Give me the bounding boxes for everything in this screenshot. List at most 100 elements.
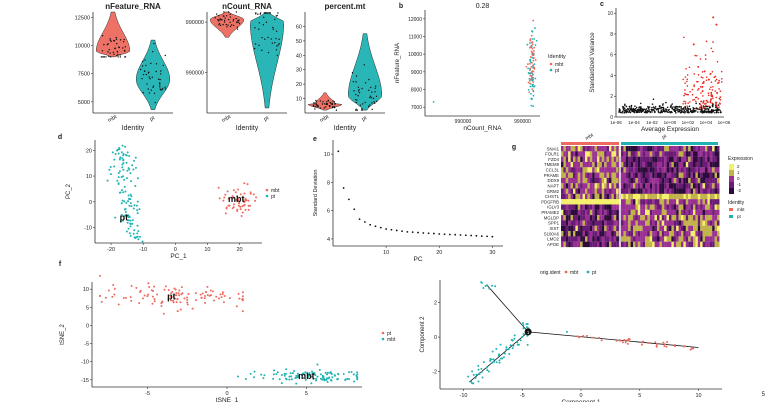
elbow-point-28: [486, 235, 488, 238]
heatmap-cell: [657, 183, 660, 189]
trajectory-point-mbt-6: [662, 341, 665, 344]
heatmap-cell: [669, 156, 672, 163]
heatmap-cell: [609, 156, 612, 163]
heatmap-cell: [702, 156, 706, 163]
tsne-point-mbt-75: [201, 292, 204, 295]
tsne-point-mbt-10: [220, 296, 223, 299]
violin-nfeature-dot-mbt-15: [119, 54, 121, 56]
heatmap-cell: [637, 199, 641, 205]
heatmap-cell: [709, 161, 713, 168]
heatmap-cell: [676, 209, 679, 216]
heatmap-cell: [657, 193, 660, 200]
violin-mt-xtick-label-mbt: mbt: [319, 114, 330, 124]
scatter-variable-point-328: [681, 111, 683, 113]
heatmap-cell: [714, 172, 718, 178]
violin-ncount-dot-mbt-2: [224, 17, 226, 19]
trajectory-point-pt-37: [467, 375, 470, 378]
heatmap-cell: [654, 231, 658, 237]
heatmap-cell: [717, 156, 720, 163]
heatmap-cell: [563, 231, 566, 237]
trajectory-point-pt-54: [502, 356, 505, 359]
heatmap-cell: [695, 151, 698, 157]
heatmap-cell: [604, 193, 607, 200]
tsne-point-mbt-33: [203, 297, 206, 300]
heatmap-cell: [587, 156, 590, 163]
scatter-feature-point-89: [532, 105, 535, 108]
heatmap-cell: [587, 231, 590, 237]
heatmap-cell: [587, 161, 590, 168]
trajectory-point-pt-21: [526, 343, 529, 346]
heatmap-cell: [690, 209, 694, 216]
heatmap-cell: [642, 156, 646, 163]
pca-point-pt-49: [123, 200, 126, 203]
heatmap-cell: [678, 204, 682, 210]
trajectory-point-pt-13: [471, 370, 474, 373]
pca-point-pt-105: [106, 179, 109, 182]
heatmap-gene-label-2: FZD4: [548, 157, 559, 162]
heatmap-cell: [589, 236, 593, 242]
heatmap-cell: [700, 236, 703, 242]
heatmap-cell: [654, 177, 658, 184]
tsne-point-mbt-88: [150, 289, 153, 292]
trajectory-point-pt-3: [478, 373, 481, 376]
heatmap-expression-legend-swatch-4: [729, 188, 734, 194]
trajectory-point-pt-49: [507, 348, 510, 351]
pca-point-pt-43: [114, 216, 117, 219]
heatmap-cell: [661, 241, 665, 248]
heatmap-cell: [570, 167, 574, 173]
heatmap-cell: [690, 225, 694, 232]
heatmap-cell: [630, 156, 634, 163]
heatmap-cell: [611, 183, 614, 189]
scatter-variable-var-point-92: [700, 100, 702, 103]
heatmap-cell: [628, 146, 631, 152]
scatter-variable-var-point-40: [702, 95, 704, 97]
heatmap-cell: [573, 172, 576, 178]
violin-nfeature-dot-mbt-2: [101, 50, 104, 52]
scatter-variable-point-351: [662, 110, 665, 113]
trajectory-point-mbt-38: [618, 339, 621, 342]
tsne-point-pt-67: [312, 377, 315, 380]
scatter-variable-var-point-69: [682, 78, 685, 81]
heatmap-cell: [611, 167, 614, 173]
violin-mt-dot-pt-17: [355, 101, 358, 104]
heatmap-cell: [661, 199, 665, 205]
heatmap-cell: [683, 156, 686, 163]
heatmap-cell: [609, 209, 612, 216]
heatmap-cell: [664, 204, 667, 210]
violin-ncount-dot-pt-13: [278, 43, 280, 45]
violin-mt-dot-pt-39: [369, 104, 371, 106]
heatmap-cell: [613, 220, 617, 226]
tsne-point-pt-39: [325, 379, 328, 382]
violin-nfeature-dot-pt-38: [141, 65, 144, 67]
heatmap-cell: [659, 220, 662, 226]
tsne-point-mbt-102: [176, 297, 179, 300]
tsne-point-pt-45: [342, 372, 345, 375]
heatmap-cell: [587, 177, 590, 184]
heatmap-cell: [613, 225, 617, 232]
heatmap-cell: [573, 188, 576, 194]
pca-point-pt-56: [120, 151, 123, 154]
heatmap-cell: [709, 204, 713, 210]
scatter-feature-point-79: [533, 38, 536, 40]
heatmap-cell: [606, 204, 610, 210]
trajectory-point-mbt-20: [623, 338, 626, 341]
heatmap-cell: [601, 231, 605, 237]
heatmap-cell: [700, 188, 703, 194]
trajectory-point-pt-35: [500, 357, 503, 360]
heatmap-cell: [649, 161, 653, 168]
heatmap-cell: [671, 241, 674, 248]
heatmap-cell: [621, 188, 624, 194]
pca-point-pt-59: [129, 225, 132, 228]
heatmap-cell: [697, 236, 701, 242]
tsne-point-mbt-100: [199, 293, 202, 296]
heatmap-cell: [707, 220, 710, 226]
tsne-point-pt-32: [304, 371, 307, 374]
scatter-variable-point-261: [700, 107, 702, 109]
heatmap-identity-legend-key-pt: [729, 215, 733, 218]
tsne-point-mbt-76: [203, 294, 206, 297]
heatmap-cell: [623, 188, 626, 194]
pca-point-pt-99: [135, 236, 138, 239]
pca-point-mbt-22: [236, 209, 239, 212]
scatter-variable-var-point-78: [700, 105, 703, 107]
scatter-variable-point-226: [635, 111, 638, 114]
